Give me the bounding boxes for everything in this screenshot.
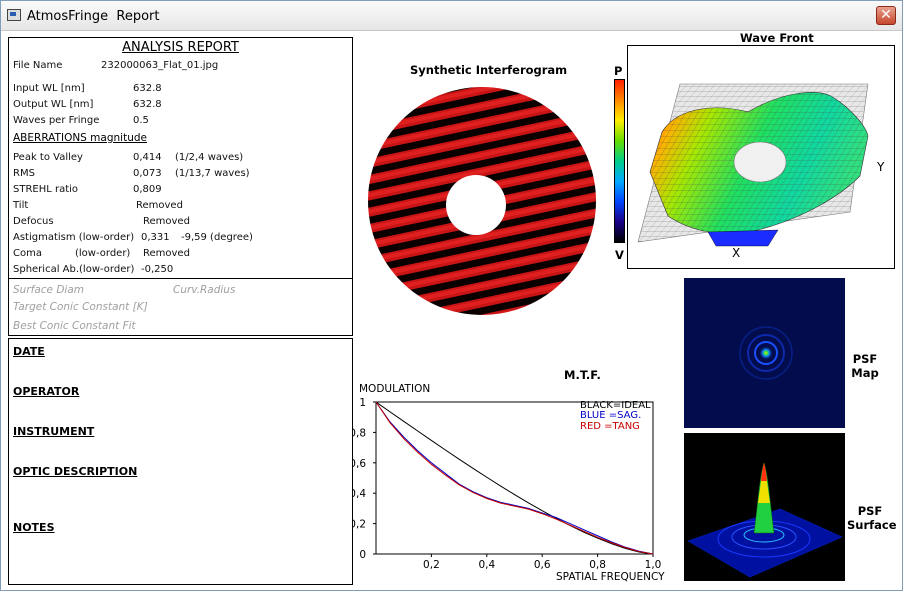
report-separator	[9, 278, 352, 279]
app-name: AtmosFringe	[27, 9, 109, 24]
strehl-label: STREHL ratio	[13, 184, 79, 195]
mtf-y-tick-label: 0,2	[353, 519, 366, 531]
colorbar-top-label: P	[614, 64, 623, 78]
mtf-series-ideal	[375, 401, 654, 555]
file-name-value: 232000063_Flat_01.jpg	[101, 60, 219, 71]
mtf-y-tick-label: 1	[359, 397, 366, 409]
operator-label: OPERATOR	[13, 385, 80, 398]
pv-value: 0,414	[133, 152, 162, 163]
target-conic-label: Target Conic Constant [K]	[13, 301, 148, 313]
strehl-value: 0,809	[133, 184, 162, 195]
colorbar-bottom-label: V	[615, 248, 624, 262]
analysis-report-panel: ANALYSIS REPORT File Name 232000063_Flat…	[8, 37, 353, 336]
mtf-x-tick-label: 0,2	[423, 559, 440, 571]
psf-map-label-line2: Map	[851, 366, 879, 380]
legend-tang: RED =TANG	[580, 421, 640, 432]
psf-surface-label-line1: PSF	[857, 504, 883, 518]
psf-map-image	[684, 278, 845, 428]
window-title: AtmosFringe Report	[27, 9, 160, 24]
color-scale-bar	[614, 79, 625, 243]
surface-diam-label: Surface Diam	[13, 284, 85, 296]
defocus-value: Removed	[143, 216, 190, 227]
input-wl-label: Input WL [nm]	[13, 83, 85, 94]
astigmatism-angle: -9,59 (degree)	[181, 232, 253, 243]
instrument-label: INSTRUMENT	[13, 425, 95, 438]
mtf-x-tick-label: 0,4	[478, 559, 495, 571]
rms-waves: (1/13,7 waves)	[175, 168, 250, 179]
mtf-series-sag	[375, 401, 654, 555]
tilt-value: Removed	[136, 200, 183, 211]
wavefront-surface	[637, 83, 869, 247]
date-label: DATE	[13, 345, 45, 358]
wavefront-center-hole	[733, 141, 787, 183]
mtf-y-axis-label: MODULATION	[359, 383, 431, 395]
defocus-label: Defocus	[13, 216, 54, 227]
window-subtitle: Report	[116, 9, 160, 24]
report-heading: ANALYSIS REPORT	[122, 40, 239, 55]
psf-surface-image	[684, 433, 845, 581]
wavefront-x-label: X	[732, 246, 741, 260]
mtf-x-tick-label: 0,6	[534, 559, 551, 571]
spherical-value: -0,250	[141, 264, 174, 275]
curv-radius-label: Curv.Radius	[173, 284, 236, 296]
interferogram-image	[364, 85, 600, 317]
output-wl-value: 632.8	[133, 99, 162, 110]
title-bar[interactable]: AtmosFringe Report ✕	[1, 1, 902, 31]
mtf-y-tick-label: 0,6	[353, 458, 366, 470]
psf-surface-label-line2: Surface	[847, 518, 897, 532]
mtf-x-axis-label: SPATIAL FREQUENCY	[556, 571, 665, 583]
output-wl-label: Output WL [nm]	[13, 99, 94, 110]
waves-per-fringe-label: Waves per Fringe	[13, 115, 100, 126]
notes-label: NOTES	[13, 521, 55, 534]
astigmatism-value: 0,331	[141, 232, 170, 243]
pv-label: Peak to Valley	[13, 152, 83, 163]
interferogram-title: Synthetic Interferogram	[410, 63, 568, 77]
psf-surface-label: PSF Surface	[847, 504, 897, 532]
pv-waves: (1/2,4 waves)	[175, 152, 244, 163]
mtf-x-tick-label: 1,0	[645, 559, 662, 571]
mtf-series-tang	[375, 401, 654, 555]
wavefront-plot: Y X	[627, 45, 895, 269]
mtf-x-tick-label: 0,8	[589, 559, 606, 571]
astigmatism-label: Astigmatism (low-order)	[13, 232, 135, 243]
optic-description-label: OPTIC DESCRIPTION	[13, 465, 138, 478]
coma-value: Removed	[143, 248, 190, 259]
legend-sag: BLUE =SAG.	[580, 410, 642, 421]
legend-ideal: BLACK=IDEAL	[580, 400, 651, 411]
close-button[interactable]: ✕	[876, 6, 896, 25]
file-name-label: File Name	[13, 60, 63, 71]
mtf-plot-frame	[375, 401, 654, 555]
coma-label: Coma	[13, 248, 42, 259]
best-conic-label: Best Conic Constant Fit	[13, 320, 136, 332]
spherical-label: Spherical Ab.(low-order)	[13, 264, 135, 275]
app-icon[interactable]	[7, 9, 21, 21]
wavefront-title: Wave Front	[740, 31, 814, 45]
rms-value: 0,073	[133, 168, 162, 179]
mtf-y-tick-label: 0	[359, 549, 366, 561]
info-panel: DATE OPERATOR INSTRUMENT OPTIC DESCRIPTI…	[8, 338, 353, 585]
mtf-y-tick-label: 0,8	[353, 427, 366, 439]
rms-label: RMS	[13, 168, 35, 179]
psf-map-label-line1: PSF	[852, 352, 878, 366]
coma-order: (low-order)	[75, 248, 131, 259]
waves-per-fringe-value: 0.5	[133, 115, 149, 126]
mtf-chart: 0 0,2 0,4 0,6 0,8 1 0,2 0,4 0,6 0,8 1,0	[353, 397, 662, 571]
mtf-title: M.T.F.	[564, 368, 601, 382]
mtf-y-tick-label: 0,4	[353, 488, 366, 500]
aberrations-heading: ABERRATIONS magnitude	[13, 132, 147, 144]
input-wl-value: 632.8	[133, 83, 162, 94]
tilt-label: Tilt	[13, 200, 29, 211]
psf-map-label: PSF Map	[850, 352, 880, 380]
wavefront-y-label: Y	[877, 160, 885, 174]
